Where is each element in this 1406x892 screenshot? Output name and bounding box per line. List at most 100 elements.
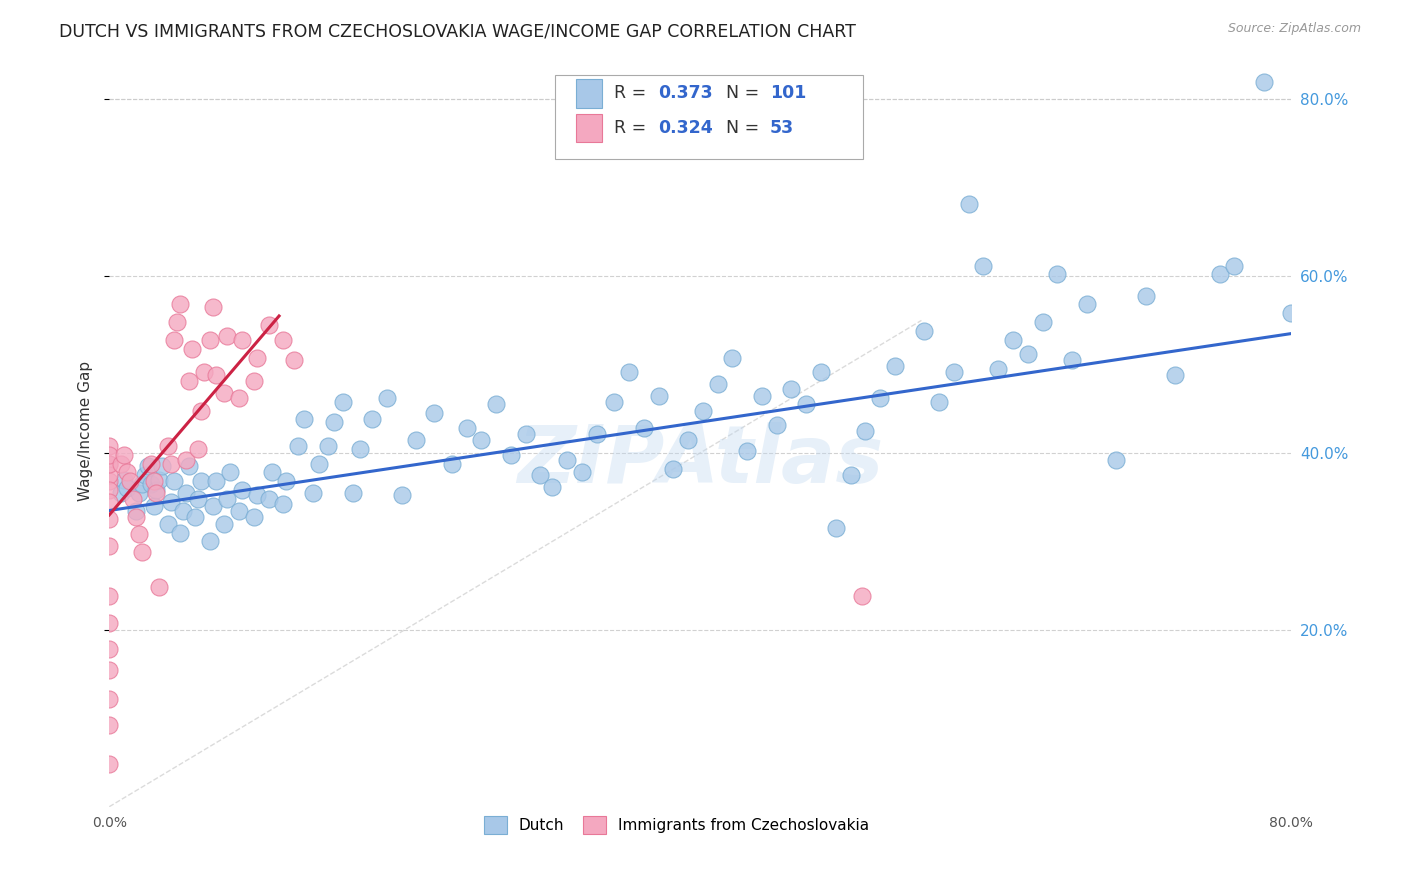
Immigrants from Czechoslovakia bbox=[115, 466, 138, 480]
Dutch bbox=[972, 259, 994, 273]
Immigrants from Czechoslovakia bbox=[98, 468, 121, 483]
Immigrants from Czechoslovakia bbox=[98, 512, 121, 526]
Immigrants from Czechoslovakia bbox=[98, 642, 121, 657]
Dutch bbox=[571, 466, 593, 480]
Dutch bbox=[391, 488, 413, 502]
Immigrants from Czechoslovakia bbox=[204, 368, 226, 383]
Immigrants from Czechoslovakia bbox=[110, 457, 132, 471]
Dutch bbox=[1279, 306, 1302, 320]
Dutch bbox=[145, 483, 167, 498]
Dutch bbox=[485, 397, 508, 411]
Immigrants from Czechoslovakia bbox=[98, 718, 121, 732]
Dutch bbox=[1209, 268, 1232, 282]
Dutch bbox=[276, 475, 298, 489]
Immigrants from Czechoslovakia bbox=[231, 333, 253, 347]
Immigrants from Czechoslovakia bbox=[160, 457, 183, 471]
Text: N =: N = bbox=[725, 119, 765, 137]
Dutch bbox=[555, 453, 578, 467]
Immigrants from Czechoslovakia bbox=[193, 365, 215, 379]
Dutch bbox=[169, 525, 191, 540]
Immigrants from Czechoslovakia bbox=[122, 491, 145, 506]
Immigrants from Czechoslovakia bbox=[283, 353, 305, 368]
Immigrants from Czechoslovakia bbox=[98, 691, 121, 706]
Dutch bbox=[1164, 368, 1187, 383]
Text: DUTCH VS IMMIGRANTS FROM CZECHOSLOVAKIA WAGE/INCOME GAP CORRELATION CHART: DUTCH VS IMMIGRANTS FROM CZECHOSLOVAKIA … bbox=[59, 22, 856, 40]
Dutch bbox=[217, 491, 239, 506]
Dutch bbox=[515, 426, 537, 441]
Text: 53: 53 bbox=[769, 119, 794, 137]
Dutch bbox=[257, 491, 280, 506]
Y-axis label: Wage/Income Gap: Wage/Income Gap bbox=[79, 361, 93, 501]
Immigrants from Czechoslovakia bbox=[169, 297, 191, 311]
Immigrants from Czechoslovakia bbox=[181, 342, 204, 356]
Dutch bbox=[735, 444, 758, 458]
Dutch bbox=[115, 482, 138, 496]
Dutch bbox=[1060, 353, 1083, 368]
Dutch bbox=[198, 534, 221, 549]
Dutch bbox=[322, 415, 344, 429]
Immigrants from Czechoslovakia bbox=[112, 448, 135, 462]
Dutch bbox=[148, 473, 170, 487]
Immigrants from Czechoslovakia bbox=[98, 757, 121, 772]
Text: ZIPAtlas: ZIPAtlas bbox=[517, 422, 883, 500]
Dutch bbox=[1076, 297, 1098, 311]
Dutch bbox=[142, 499, 165, 513]
Immigrants from Czechoslovakia bbox=[98, 457, 121, 471]
Immigrants from Czechoslovakia bbox=[214, 385, 236, 400]
Immigrants from Czechoslovakia bbox=[118, 475, 141, 489]
Immigrants from Czechoslovakia bbox=[131, 545, 153, 559]
Dutch bbox=[529, 468, 551, 483]
Immigrants from Czechoslovakia bbox=[201, 300, 224, 314]
Text: 0.324: 0.324 bbox=[658, 119, 713, 137]
Dutch bbox=[273, 497, 295, 511]
Immigrants from Czechoslovakia bbox=[98, 448, 121, 462]
Dutch bbox=[163, 475, 186, 489]
Dutch bbox=[157, 516, 180, 531]
Dutch bbox=[187, 491, 209, 506]
Dutch bbox=[177, 459, 200, 474]
Dutch bbox=[231, 483, 253, 498]
Dutch bbox=[647, 388, 669, 402]
Dutch bbox=[243, 509, 266, 524]
Dutch bbox=[794, 397, 817, 411]
Dutch bbox=[440, 457, 463, 471]
Dutch bbox=[302, 485, 325, 500]
Dutch bbox=[603, 394, 626, 409]
Dutch bbox=[1105, 453, 1128, 467]
Immigrants from Czechoslovakia bbox=[198, 333, 221, 347]
Immigrants from Czechoslovakia bbox=[98, 494, 121, 508]
Dutch bbox=[260, 466, 283, 480]
Immigrants from Czechoslovakia bbox=[190, 403, 212, 417]
Immigrants from Czechoslovakia bbox=[98, 439, 121, 453]
Dutch bbox=[214, 516, 236, 531]
Dutch bbox=[883, 359, 905, 374]
Dutch bbox=[190, 475, 212, 489]
Dutch bbox=[662, 462, 685, 476]
Text: 101: 101 bbox=[769, 85, 806, 103]
Immigrants from Czechoslovakia bbox=[217, 329, 239, 343]
Dutch bbox=[152, 459, 174, 474]
Dutch bbox=[987, 362, 1010, 376]
Dutch bbox=[160, 494, 183, 508]
Dutch bbox=[617, 365, 640, 379]
Dutch bbox=[706, 377, 728, 392]
Legend: Dutch, Immigrants from Czechoslovakia: Dutch, Immigrants from Czechoslovakia bbox=[478, 810, 875, 840]
Dutch bbox=[139, 477, 162, 491]
Dutch bbox=[839, 468, 862, 483]
Immigrants from Czechoslovakia bbox=[125, 509, 148, 524]
Dutch bbox=[824, 521, 846, 535]
Dutch bbox=[853, 424, 876, 438]
Dutch bbox=[292, 412, 315, 426]
Dutch bbox=[942, 365, 965, 379]
Text: R =: R = bbox=[613, 85, 651, 103]
Immigrants from Czechoslovakia bbox=[187, 442, 209, 456]
Immigrants from Czechoslovakia bbox=[128, 527, 150, 541]
Dutch bbox=[1046, 268, 1069, 282]
Dutch bbox=[332, 394, 354, 409]
Immigrants from Czechoslovakia bbox=[98, 589, 121, 603]
Dutch bbox=[405, 433, 427, 447]
FancyBboxPatch shape bbox=[554, 76, 863, 159]
Dutch bbox=[633, 421, 655, 435]
Immigrants from Czechoslovakia bbox=[157, 439, 180, 453]
Dutch bbox=[128, 485, 150, 500]
